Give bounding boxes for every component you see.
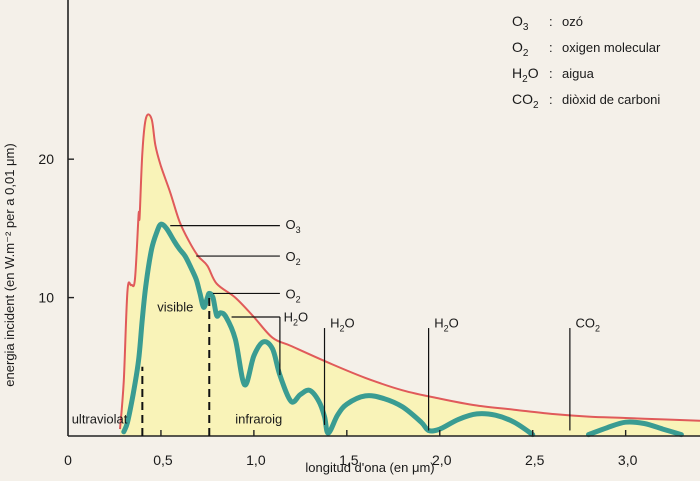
legend-item-0: O3: ozó	[512, 13, 583, 33]
absorption-marker-6: CO2	[569, 316, 600, 431]
absorption-marker-5: H2O	[428, 316, 459, 431]
ultraviolet-region-label: ultraviolat	[72, 412, 128, 427]
absorption-label-1: O2	[285, 249, 300, 267]
x-tick-label-4: 2,0	[432, 452, 452, 468]
y-tick-label-1: 20	[38, 151, 54, 167]
x-axis-label: longitud d'ona (en μm)	[305, 460, 434, 475]
legend-text-3: diòxid de carboni	[562, 92, 660, 107]
legend-formula-3: CO2	[512, 91, 539, 111]
legend-separator-2: :	[549, 66, 553, 81]
surface-curve-segment-1	[586, 419, 684, 438]
y-axis-label: energia incident (en W.m⁻² per a 0,01 μm…	[2, 143, 17, 386]
x-tick-label-1: 0,5	[153, 452, 173, 468]
legend-formula-2: H2O	[512, 65, 539, 85]
spectrum-area-fill	[120, 114, 700, 436]
legend: O3: ozó O2: oxigen molecular H2O: aigua CO2: di…	[512, 13, 661, 111]
legend-text-0: ozó	[562, 14, 583, 29]
x-tick-label-2: 1,0	[246, 452, 266, 468]
legend-separator-1: :	[549, 40, 553, 55]
spectrum-fill-layer	[120, 114, 700, 436]
x-tick-label-3: 1,5	[339, 452, 359, 468]
legend-item-3: CO2: diòxid de carboni	[512, 91, 660, 111]
legend-item-1: O2: oxigen molecular	[512, 39, 661, 59]
legend-text-2: aigua	[562, 66, 595, 81]
legend-separator-3: :	[549, 92, 553, 107]
absorption-marker-3: H2O	[231, 309, 309, 376]
absorption-marker-4: H2O	[323, 316, 355, 425]
annotations-layer: O3 O2 O2 H2O H2O H2O CO2	[141, 217, 600, 436]
spectrum-lines-layer	[119, 113, 700, 438]
absorption-marker-1: O2	[196, 249, 301, 267]
x-tick-label-5: 2,5	[525, 452, 545, 468]
absorption-marker-2: O2	[212, 286, 301, 304]
absorption-label-3: H2O	[284, 309, 309, 327]
absorption-label-2: O2	[285, 286, 300, 304]
absorption-label-4: H2O	[330, 316, 355, 334]
absorption-marker-0: O3	[170, 217, 301, 235]
legend-text-1: oxigen molecular	[562, 40, 661, 55]
x-tick-label-0: 0	[64, 452, 72, 468]
legend-formula-1: O2	[512, 39, 529, 59]
x-tick-label-6: 3,0	[618, 452, 638, 468]
outside-atmosphere-curve	[119, 113, 700, 430]
infrared-region-label: infraroig	[235, 412, 282, 427]
surface-curve-segment-0	[121, 221, 536, 438]
legend-item-2: H2O: aigua	[512, 65, 595, 85]
absorption-label-0: O3	[285, 217, 300, 235]
legend-separator-0: :	[549, 14, 553, 29]
absorption-label-6: CO2	[575, 316, 600, 334]
axes-layer: 0 0,5 1,0 1,5 2,0 2,5 3,0 10 20	[38, 0, 700, 468]
legend-formula-0: O3	[512, 13, 529, 33]
visible-region-label: visible	[157, 299, 193, 314]
y-tick-label-0: 10	[38, 290, 54, 306]
absorption-label-5: H2O	[434, 316, 459, 334]
